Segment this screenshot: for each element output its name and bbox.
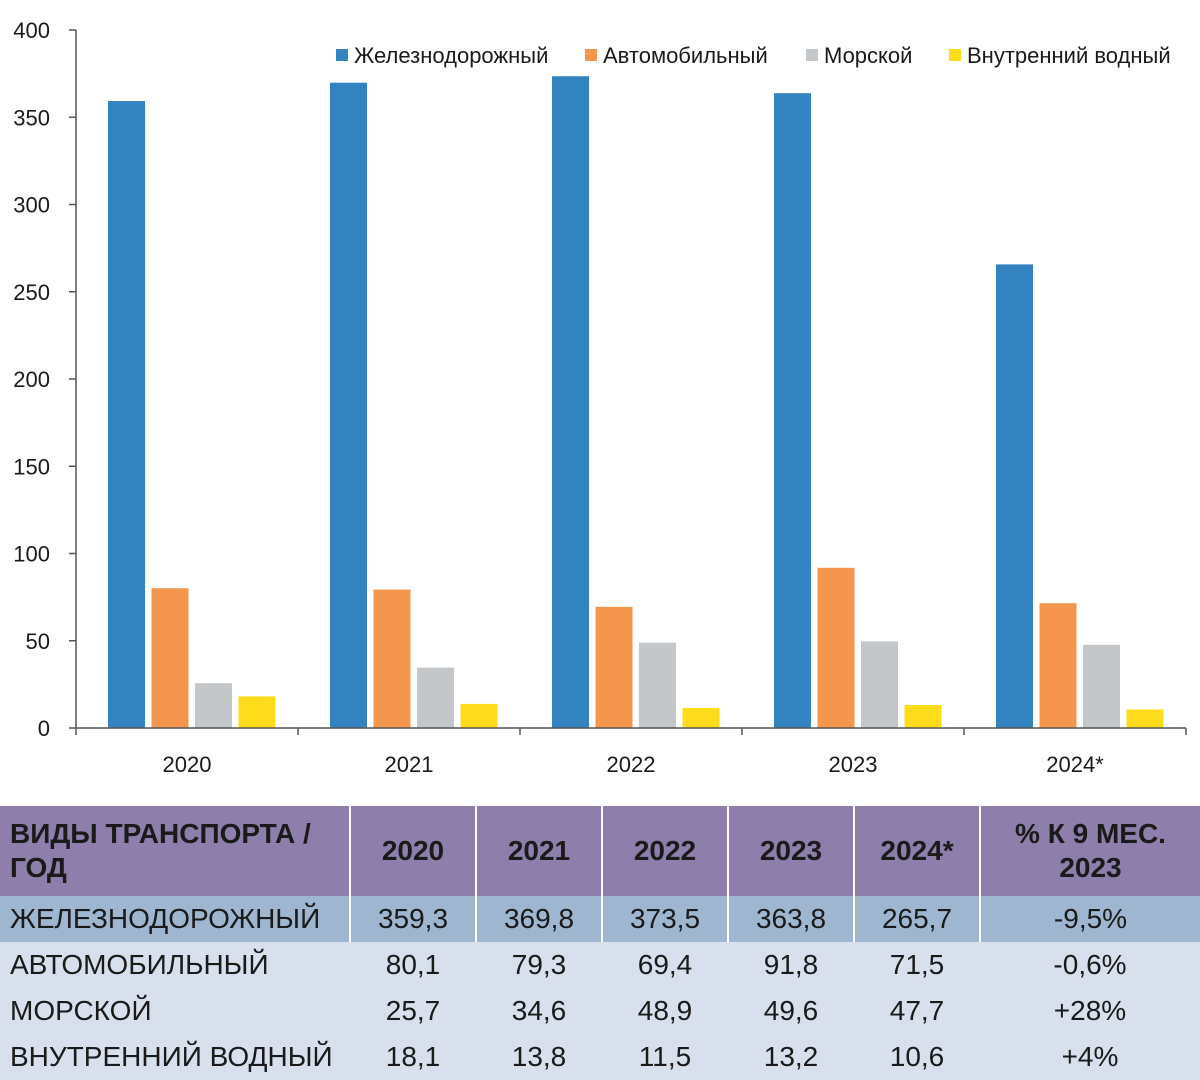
legend-label: Автомобильный [603,43,768,68]
x-tick-label: 2023 [829,752,878,777]
table-header-row: ВИДЫ ТРАНСПОРТА / ГОД 2020 2021 2022 202… [0,806,1200,896]
bars-layer [108,76,1164,728]
table-row: АВТОМОБИЛЬНЫЙ 80,1 79,3 69,4 91,8 71,5 -… [0,942,1200,988]
legend-item: Внутренний водный [949,43,1171,68]
cell-change: -9,5% [979,896,1200,942]
cell-value: 71,5 [889,949,945,980]
x-tick-label: 2020 [163,752,212,777]
cell-value: 373,5 [601,896,728,942]
y-tick-label: 200 [13,367,50,392]
cell-value: 80,1 [385,949,441,980]
y-tick-label: 400 [13,18,50,43]
cell-value: 79,3 [511,949,567,980]
bar [774,93,811,728]
table-row: ЖЕЛЕЗНОДОРОЖНЫЙ 359,3 369,8 373,5 363,8 … [0,896,1200,942]
row-label: ВНУТРЕННИЙ ВОДНЫЙ [10,1041,333,1072]
cell-value: 69,4 [637,949,693,980]
y-tick-label: 350 [13,105,50,130]
bar [595,606,633,728]
bar [460,703,498,728]
cell-value: 47,7 [889,995,945,1026]
cell-value: 25,7 [385,995,441,1026]
cell-change: -0,6% [1053,949,1127,980]
cell-value: 91,8 [763,949,819,980]
cell-value: 18,1 [385,1041,441,1072]
legend-label: Железнодорожный [354,43,548,68]
bar [330,82,367,728]
cell-value: 359,3 [349,896,476,942]
bar-chart: 0 50 100 150 200 250 300 350 400 2020 2021 2022 2023… [13,18,1187,777]
bar [682,707,720,728]
legend-label: Морской [824,43,912,68]
axes-layer: 0 50 100 150 200 250 300 350 400 2020 2021 2022 2023… [13,18,1187,777]
header-year: 2021 [475,806,602,896]
y-tick-label: 250 [13,280,50,305]
cell-value: 265,7 [853,896,980,942]
cell-value: 10,6 [889,1041,945,1072]
cell-change: +4% [1061,1041,1119,1072]
x-tick-label: 2021 [385,752,434,777]
bar [195,683,232,728]
y-tick-label: 150 [13,454,50,479]
cell-value: 34,6 [511,995,567,1026]
bar [373,589,411,728]
legend-swatch [336,49,348,61]
y-tick-label: 300 [13,193,50,218]
bar [904,705,942,728]
y-tick-label: 100 [13,542,50,567]
table-row: МОРСКОЙ 25,7 34,6 48,9 49,6 47,7 +28% [0,988,1200,1034]
cell-value: 11,5 [638,1041,692,1072]
x-tick-label: 2024* [1046,752,1104,777]
legend: Железнодорожный Автомобильный Морской Внутр… [336,43,1171,68]
bar [1083,644,1120,728]
legend-item: Морской [806,43,912,68]
bar [1039,603,1077,728]
row-label: МОРСКОЙ [10,995,152,1026]
cell-change: +28% [1053,995,1127,1026]
legend-item: Железнодорожный [336,43,548,68]
bar [151,588,189,728]
bar [108,101,145,728]
table-row: ВНУТРЕННИЙ ВОДНЫЙ 18,1 13,8 11,5 13,2 10… [0,1034,1200,1080]
bar [861,641,898,728]
bar [238,696,276,728]
header-transport-type: ВИДЫ ТРАНСПОРТА / ГОД [10,818,311,883]
cell-value: 49,6 [763,995,819,1026]
legend-swatch [585,49,597,61]
row-label: АВТОМОБИЛЬНЫЙ [10,949,269,980]
cell-value: 369,8 [475,896,602,942]
x-tick-label: 2022 [607,752,656,777]
bar [817,567,855,728]
header-year: 2020 [349,806,476,896]
header-year: 2024* [853,806,980,896]
cell-value: 363,8 [727,896,854,942]
legend-item: Автомобильный [585,43,768,68]
header-year: 2022 [601,806,728,896]
bar [996,264,1033,728]
data-table: ВИДЫ ТРАНСПОРТА / ГОД 2020 2021 2022 202… [0,806,1200,1080]
header-year: 2023 [727,806,854,896]
row-label: ЖЕЛЕЗНОДОРОЖНЫЙ [10,903,321,934]
bar [417,667,454,728]
legend-swatch [949,49,961,61]
legend-label: Внутренний водный [967,43,1171,68]
header-change: % К 9 МЕС. 2023 [979,806,1200,896]
bar [639,642,676,728]
legend-swatch [806,49,818,61]
bar [1126,709,1164,728]
y-tick-label: 0 [38,716,50,741]
y-tick-label: 50 [26,629,50,654]
cell-value: 48,9 [637,995,693,1026]
bar [552,76,589,728]
cell-value: 13,2 [763,1041,819,1072]
cell-value: 13,8 [511,1041,567,1072]
